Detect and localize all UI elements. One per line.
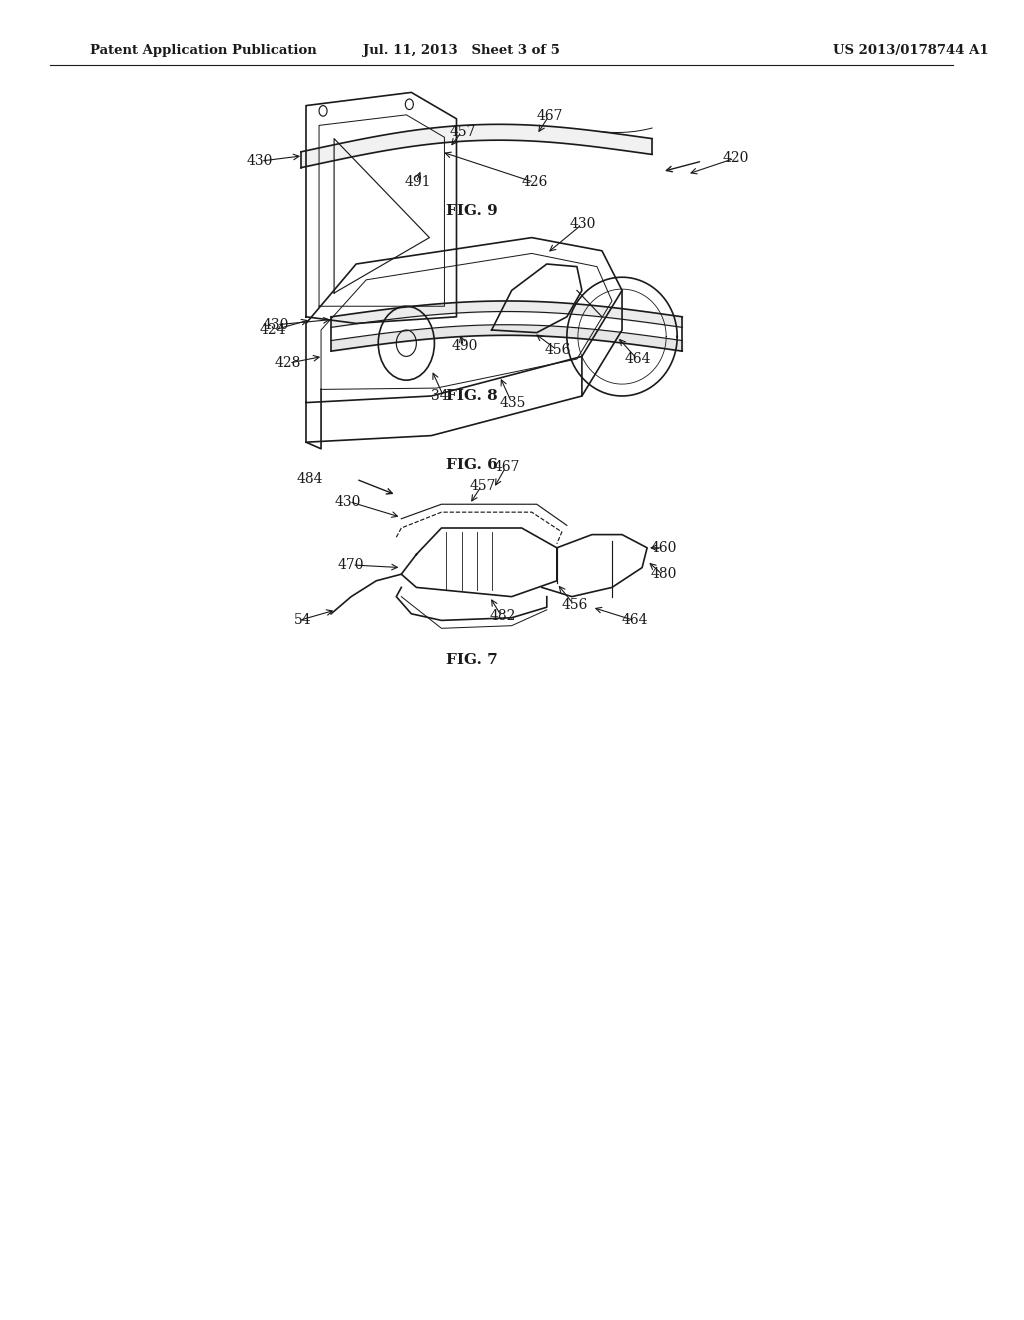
- Text: 456: 456: [562, 598, 588, 611]
- Text: Patent Application Publication: Patent Application Publication: [90, 44, 317, 57]
- Text: 428: 428: [274, 356, 301, 370]
- Text: 456: 456: [545, 343, 571, 356]
- Text: 480: 480: [650, 568, 677, 581]
- Text: 457: 457: [450, 125, 476, 139]
- Text: FIG. 8: FIG. 8: [445, 389, 498, 403]
- Text: 467: 467: [494, 461, 520, 474]
- Text: FIG. 7: FIG. 7: [445, 653, 498, 667]
- Text: US 2013/0178744 A1: US 2013/0178744 A1: [833, 44, 988, 57]
- Text: 420: 420: [722, 152, 749, 165]
- Text: 484: 484: [297, 473, 323, 486]
- Text: 430: 430: [262, 318, 289, 331]
- Text: 467: 467: [537, 110, 563, 123]
- Text: FIG. 6: FIG. 6: [445, 458, 498, 471]
- Text: FIG. 9: FIG. 9: [445, 205, 498, 218]
- Text: 460: 460: [650, 541, 677, 554]
- Text: 464: 464: [622, 614, 648, 627]
- Text: 54: 54: [294, 614, 311, 627]
- Text: 430: 430: [570, 218, 596, 231]
- Text: 470: 470: [338, 558, 365, 572]
- Text: 34: 34: [431, 389, 450, 403]
- Text: 491: 491: [404, 176, 431, 189]
- Text: 426: 426: [521, 176, 548, 189]
- Text: 430: 430: [335, 495, 361, 508]
- Text: 457: 457: [470, 479, 496, 492]
- Text: 464: 464: [625, 352, 651, 366]
- Text: 430: 430: [247, 154, 272, 168]
- Text: Jul. 11, 2013   Sheet 3 of 5: Jul. 11, 2013 Sheet 3 of 5: [364, 44, 560, 57]
- Text: 424: 424: [259, 323, 286, 337]
- Text: 435: 435: [500, 396, 526, 409]
- Text: 482: 482: [489, 610, 516, 623]
- Text: 490: 490: [452, 339, 478, 352]
